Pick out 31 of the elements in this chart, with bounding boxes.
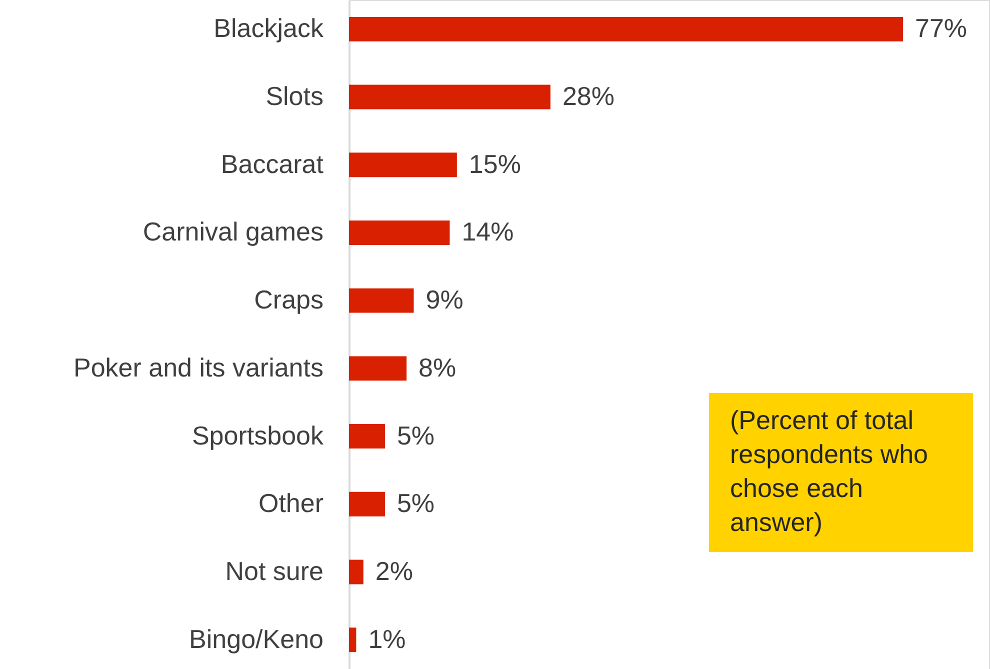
- bar: [349, 628, 356, 652]
- data-label: 5%: [396, 420, 435, 450]
- bar: [349, 84, 550, 110]
- y-tick-label: Blackjack: [214, 13, 324, 44]
- bar: [349, 288, 414, 313]
- y-tick-label: Sportsbook: [192, 420, 324, 450]
- annotation: (Percent of total respondents who chose each answer): [730, 405, 928, 537]
- bar: [349, 492, 385, 516]
- data-label: 8%: [418, 352, 456, 382]
- data-label: 14%: [462, 216, 514, 247]
- y-tick-label: Slots: [266, 81, 324, 112]
- bar: [349, 560, 364, 584]
- data-label: 77%: [915, 13, 968, 44]
- y-tick-label: Craps: [254, 284, 324, 315]
- bar: [349, 152, 457, 178]
- y-tick-label: Baccarat: [220, 148, 324, 179]
- bar: [349, 16, 903, 42]
- bar: [349, 424, 385, 448]
- bar: [349, 356, 407, 381]
- data-label: 2%: [375, 556, 413, 586]
- y-tick-label: Carnival games: [142, 216, 324, 247]
- data-label: 28%: [562, 81, 614, 112]
- data-label: 5%: [396, 488, 435, 518]
- y-tick-label: Not sure: [225, 556, 324, 586]
- y-tick-label: Other: [258, 488, 324, 518]
- data-label: 9%: [426, 284, 464, 315]
- data-label: 15%: [468, 148, 521, 179]
- y-tick-label: Bingo/Keno: [189, 624, 324, 654]
- bar: [349, 220, 450, 245]
- data-label: 1%: [368, 624, 406, 654]
- y-tick-label: Poker and its variants: [73, 352, 324, 382]
